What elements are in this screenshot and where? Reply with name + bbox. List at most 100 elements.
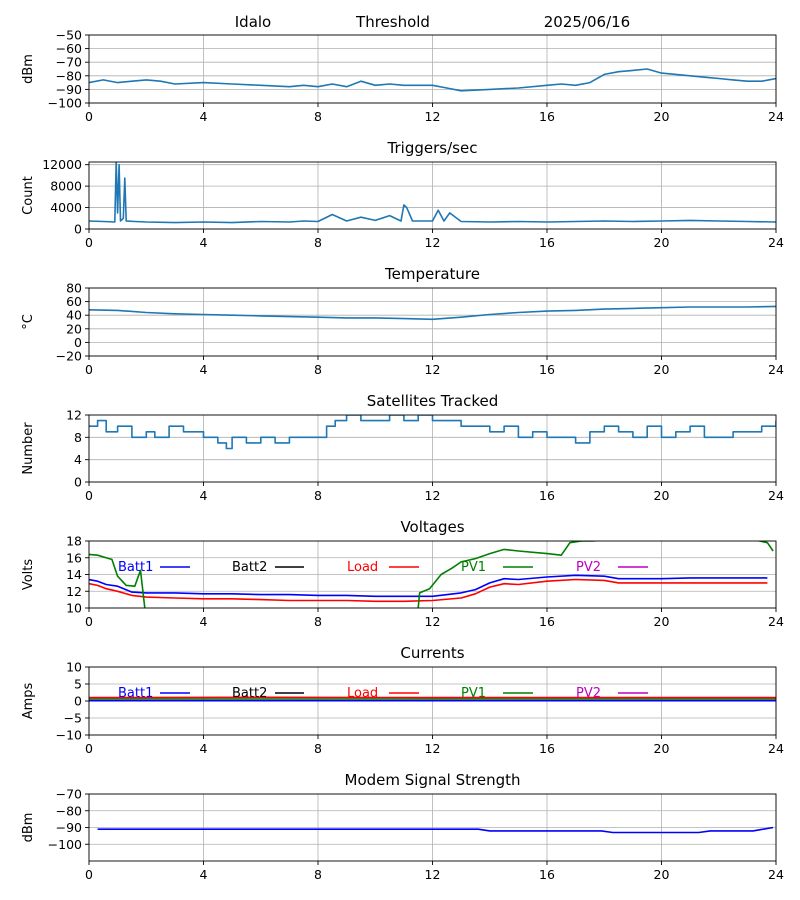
x-tick-label: 16: [539, 235, 555, 250]
y-tick-label: 0: [74, 475, 82, 490]
x-tick-label: 12: [425, 614, 441, 629]
x-tick-label: 0: [85, 741, 93, 756]
y-tick-label: 18: [66, 534, 82, 549]
y-axis-label: Count: [21, 176, 36, 215]
series-line: [89, 162, 776, 224]
legend-label-batt2: Batt2: [232, 560, 267, 575]
x-tick-label: 20: [654, 614, 670, 629]
x-tick-label: 20: [654, 741, 670, 756]
x-tick-label: 8: [314, 867, 322, 882]
y-tick-label: 4: [74, 452, 82, 467]
series-line-batt1: [89, 574, 768, 598]
y-tick-label: 12000: [42, 157, 82, 172]
x-tick-label: 4: [200, 362, 208, 377]
y-tick-label: −60: [56, 41, 82, 56]
y-tick-label: −10: [56, 728, 82, 743]
legend-label-pv1: PV1: [461, 686, 486, 701]
plot-area: [89, 305, 776, 321]
series-line-pv1-3: [755, 541, 774, 552]
x-tick-label: 24: [768, 614, 784, 629]
y-tick-label: 12: [66, 408, 82, 423]
x-tick-label: 12: [425, 867, 441, 882]
station-name: Idalo: [235, 13, 271, 31]
x-tick-label: 16: [539, 362, 555, 377]
y-axis-label: Number: [21, 422, 36, 475]
y-tick-label: 12: [66, 584, 82, 599]
x-tick-label: 12: [425, 741, 441, 756]
legend-label-load: Load: [347, 560, 378, 575]
legend-label-pv2: PV2: [576, 686, 601, 701]
legend-label-pv2: PV2: [576, 560, 601, 575]
x-tick-label: 20: [654, 235, 670, 250]
x-tick-label: 0: [85, 235, 93, 250]
x-tick-label: 4: [200, 488, 208, 503]
panel-satellites: 0 4 8 12 16 20 24 0 4 8 12 Satellites Tracked Number: [21, 392, 784, 503]
plot-area: [89, 68, 776, 92]
legend-label-batt2: Batt2: [232, 686, 267, 701]
x-tick-label: 4: [200, 741, 208, 756]
plot-area: [89, 541, 774, 608]
panel-title: Voltages: [400, 518, 464, 536]
series-line-pv1-1: [89, 553, 146, 608]
y-tick-label: −50: [56, 28, 82, 43]
x-tick-label: 24: [768, 741, 784, 756]
x-tick-label: 8: [314, 488, 322, 503]
y-tick-label: −70: [56, 787, 82, 802]
series-line-load: [89, 578, 768, 603]
x-tick-label: 12: [425, 109, 441, 124]
x-tick-label: 8: [314, 362, 322, 377]
y-tick-label: 5: [74, 677, 82, 692]
panel-triggers: 0 4 8 12 16 20 24 0 4000 8000 12000 Triggers/sec Cou…: [21, 139, 784, 250]
series-line: [89, 415, 776, 450]
x-tick-label: 16: [539, 109, 555, 124]
panel-title: Satellites Tracked: [367, 392, 498, 410]
plot-area: [97, 826, 774, 834]
y-tick-label: 14: [66, 567, 82, 582]
y-tick-label: −70: [56, 55, 82, 70]
y-axis-label: dBm: [21, 813, 36, 843]
x-tick-label: 0: [85, 867, 93, 882]
y-tick-label: −100: [48, 837, 82, 852]
x-tick-label: 20: [654, 867, 670, 882]
series-line-pv1-2: [417, 541, 605, 608]
x-tick-label: 12: [425, 362, 441, 377]
plot-area: [89, 415, 776, 450]
y-tick-label: 40: [66, 308, 82, 323]
plot-area: [89, 162, 776, 224]
y-tick-label: −90: [56, 82, 82, 97]
y-tick-label: 60: [66, 294, 82, 309]
legend-label-load: Load: [347, 686, 378, 701]
panel-title: Currents: [400, 644, 464, 662]
x-tick-label: 4: [200, 867, 208, 882]
legend-label-batt1: Batt1: [118, 686, 153, 701]
x-tick-label: 8: [314, 614, 322, 629]
x-tick-label: 16: [539, 488, 555, 503]
plot-area: [89, 696, 776, 702]
x-tick-label: 20: [654, 488, 670, 503]
x-tick-label: 16: [539, 614, 555, 629]
y-tick-label: −80: [56, 68, 82, 83]
panel-title: Triggers/sec: [387, 139, 478, 157]
legend-label-pv1: PV1: [461, 560, 486, 575]
y-tick-label: −90: [56, 820, 82, 835]
x-tick-label: 24: [768, 867, 784, 882]
report-kind: Threshold: [355, 13, 430, 31]
y-tick-label: 20: [66, 321, 82, 336]
series-line: [89, 305, 776, 321]
y-tick-label: −100: [48, 96, 82, 111]
x-tick-label: 24: [768, 488, 784, 503]
x-tick-label: 20: [654, 109, 670, 124]
y-axis-label: °C: [21, 314, 36, 330]
x-tick-label: 4: [200, 614, 208, 629]
series-line: [89, 68, 776, 92]
y-tick-label: 80: [66, 281, 82, 296]
x-tick-label: 4: [200, 109, 208, 124]
y-tick-label: 0: [74, 335, 82, 350]
y-axis-label: Volts: [21, 559, 36, 591]
legend-label-batt1: Batt1: [118, 560, 153, 575]
x-tick-label: 8: [314, 741, 322, 756]
panel-title: Modem Signal Strength: [345, 771, 521, 789]
